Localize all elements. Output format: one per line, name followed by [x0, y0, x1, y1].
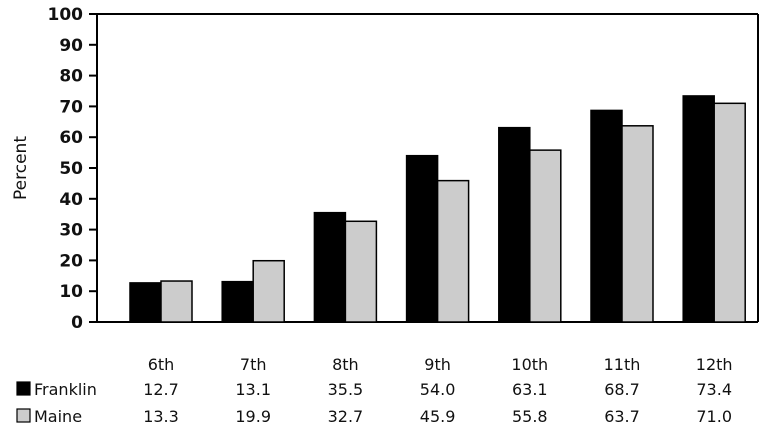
bar-franklin-11th — [590, 109, 623, 323]
legend-swatch-franklin — [16, 381, 31, 396]
y-axis-title: Percent — [11, 136, 31, 200]
y-tick-label: 20 — [59, 251, 83, 271]
bars — [129, 95, 746, 323]
y-tick-label: 30 — [59, 221, 83, 241]
data-value-franklin: 73.4 — [696, 380, 732, 399]
legend-swatch-maine — [16, 408, 31, 423]
bar-franklin-6th — [129, 282, 162, 323]
y-tick-label: 40 — [59, 190, 83, 210]
y-tick-label: 80 — [59, 67, 83, 87]
bar-maine-9th — [436, 179, 470, 323]
data-value-franklin: 68.7 — [604, 380, 640, 399]
y-tick-label: 0 — [71, 313, 83, 333]
x-category-label: 9th — [424, 355, 451, 374]
data-value-maine: 32.7 — [328, 407, 364, 426]
x-category-label: 11th — [604, 355, 641, 374]
data-value-maine: 13.3 — [143, 407, 179, 426]
data-value-franklin: 63.1 — [512, 380, 548, 399]
legend-label: Maine — [34, 407, 82, 426]
y-tick-label: 60 — [59, 128, 83, 148]
legend-label: Franklin — [34, 380, 97, 399]
bar-franklin-9th — [405, 154, 439, 323]
data-value-maine: 19.9 — [235, 407, 271, 426]
bar-franklin-10th — [498, 126, 531, 323]
data-value-franklin: 12.7 — [143, 380, 179, 399]
y-tick-label: 70 — [59, 97, 83, 117]
y-tick-label: 100 — [48, 5, 84, 25]
bar-maine-10th — [529, 149, 562, 323]
x-category-label: 6th — [148, 355, 175, 374]
data-value-franklin: 13.1 — [235, 380, 271, 399]
bar-franklin-12th — [682, 95, 715, 323]
axes: 0 10 20 30 40 50 60 70 80 90 100 — [48, 5, 759, 333]
data-value-maine: 55.8 — [512, 407, 548, 426]
data-value-maine: 45.9 — [420, 407, 456, 426]
bar-maine-12th — [713, 102, 746, 323]
bar-franklin-7th — [221, 280, 254, 323]
x-category-label: 8th — [332, 355, 359, 374]
bar-maine-8th — [344, 220, 378, 323]
y-tick-label: 50 — [59, 159, 83, 179]
y-tick-label: 90 — [59, 36, 83, 56]
bar-maine-7th — [252, 259, 285, 323]
data-value-franklin: 54.0 — [420, 380, 456, 399]
x-category-label: 10th — [511, 355, 548, 374]
x-category-label: 12th — [696, 355, 733, 374]
data-value-maine: 71.0 — [696, 407, 732, 426]
bar-maine-6th — [160, 280, 193, 323]
bar-maine-11th — [621, 125, 654, 323]
data-value-franklin: 35.5 — [328, 380, 364, 399]
data-value-maine: 63.7 — [604, 407, 640, 426]
bar-franklin-8th — [313, 211, 347, 323]
y-tick-label: 10 — [59, 282, 83, 302]
x-category-label: 7th — [240, 355, 267, 374]
data-table: 6th 7th 8th 9th 10th 11th 12th Franklin 12.7 13.1… — [16, 355, 733, 426]
